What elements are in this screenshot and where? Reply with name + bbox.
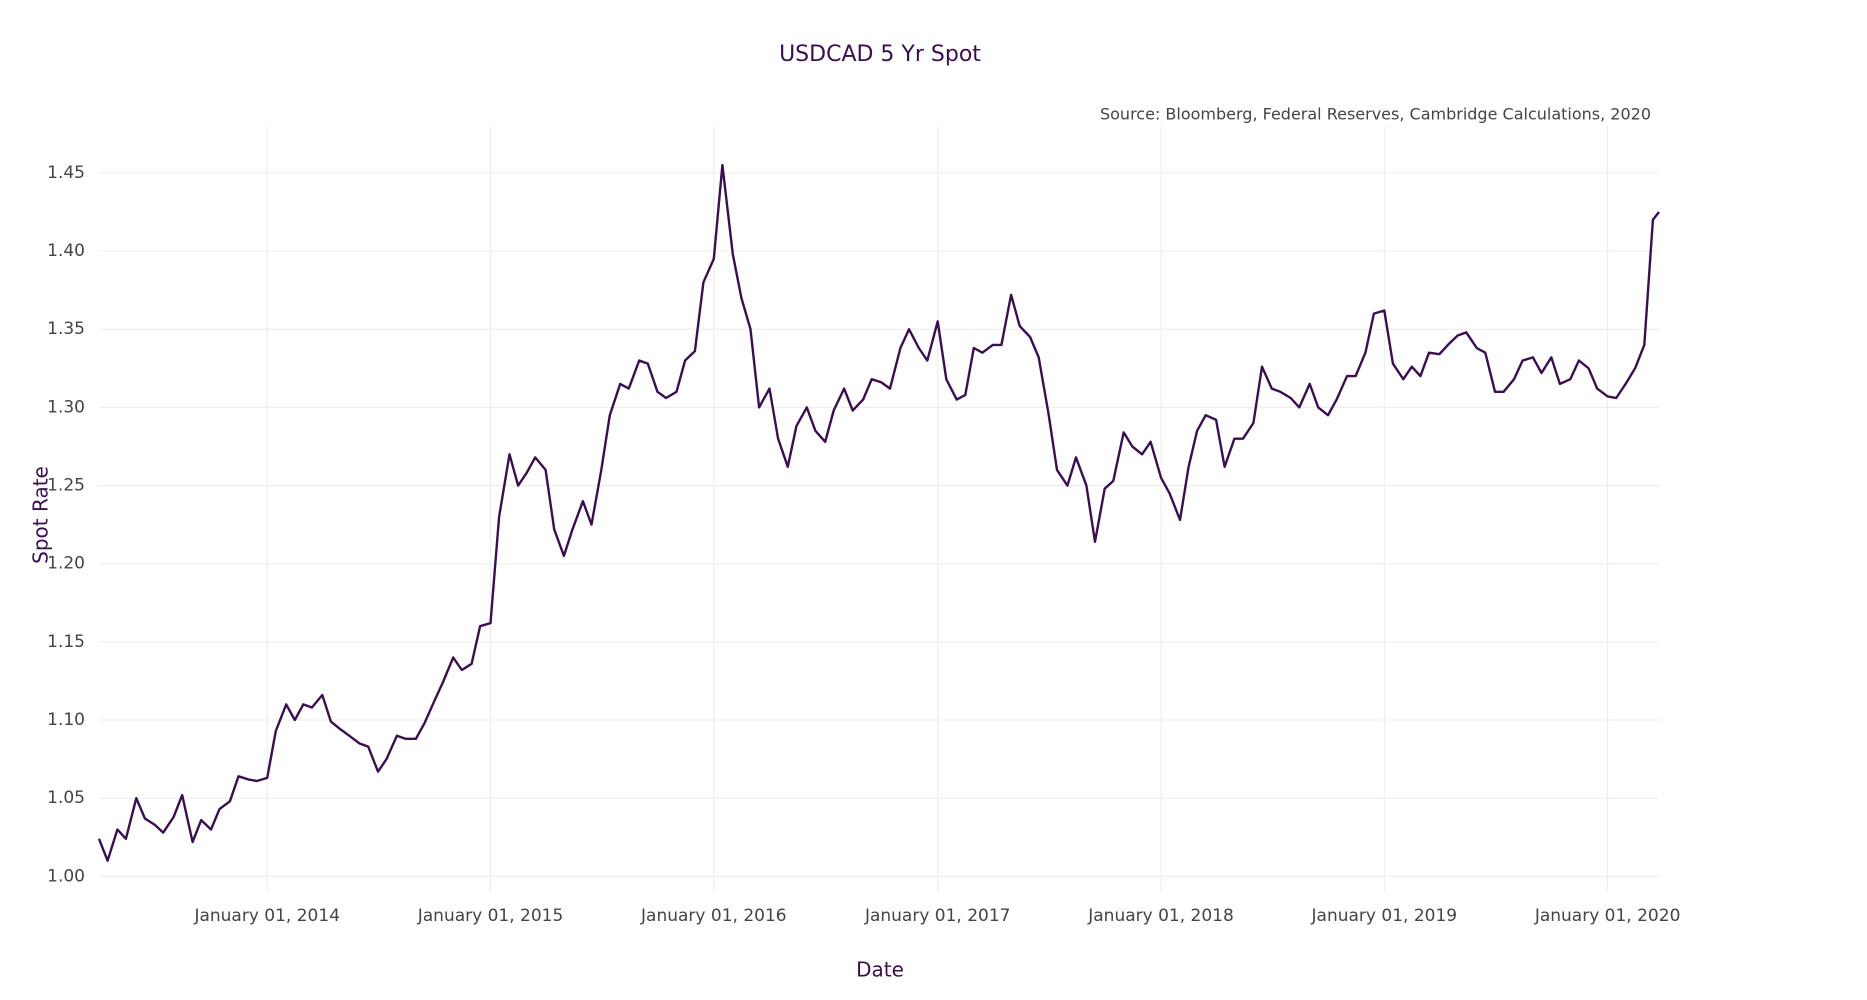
- x-tick-label: January 01, 2017: [864, 906, 1011, 926]
- y-tick-label: 1.40: [47, 241, 85, 261]
- x-tick-label: January 01, 2016: [640, 906, 787, 926]
- x-tick-label: January 01, 2018: [1087, 906, 1234, 926]
- y-tick-label: 1.00: [47, 866, 85, 886]
- chart-subtitle: Source: Bloomberg, Federal Reserves, Cam…: [1100, 105, 1651, 124]
- chart-title: USDCAD 5 Yr Spot: [779, 42, 981, 67]
- y-tick-label: 1.05: [47, 788, 85, 808]
- x-tick-label: January 01, 2020: [1534, 906, 1681, 926]
- y-tick-label: 1.10: [47, 710, 85, 730]
- x-tick-label: January 01, 2019: [1311, 906, 1458, 926]
- y-tick-label: 1.15: [47, 632, 85, 652]
- y-tick-label: 1.35: [47, 319, 85, 339]
- y-tick-label: 1.25: [47, 476, 85, 496]
- y-axis-label: Spot Rate: [29, 466, 53, 564]
- y-tick-label: 1.30: [47, 397, 85, 417]
- x-axis-label: Date: [856, 958, 904, 982]
- series-line: [97, 163, 1660, 862]
- y-tick-label: 1.20: [47, 554, 85, 574]
- x-tick-label: January 01, 2014: [193, 906, 340, 926]
- x-tick-label: January 01, 2015: [417, 906, 564, 926]
- y-tick-label: 1.45: [47, 163, 85, 183]
